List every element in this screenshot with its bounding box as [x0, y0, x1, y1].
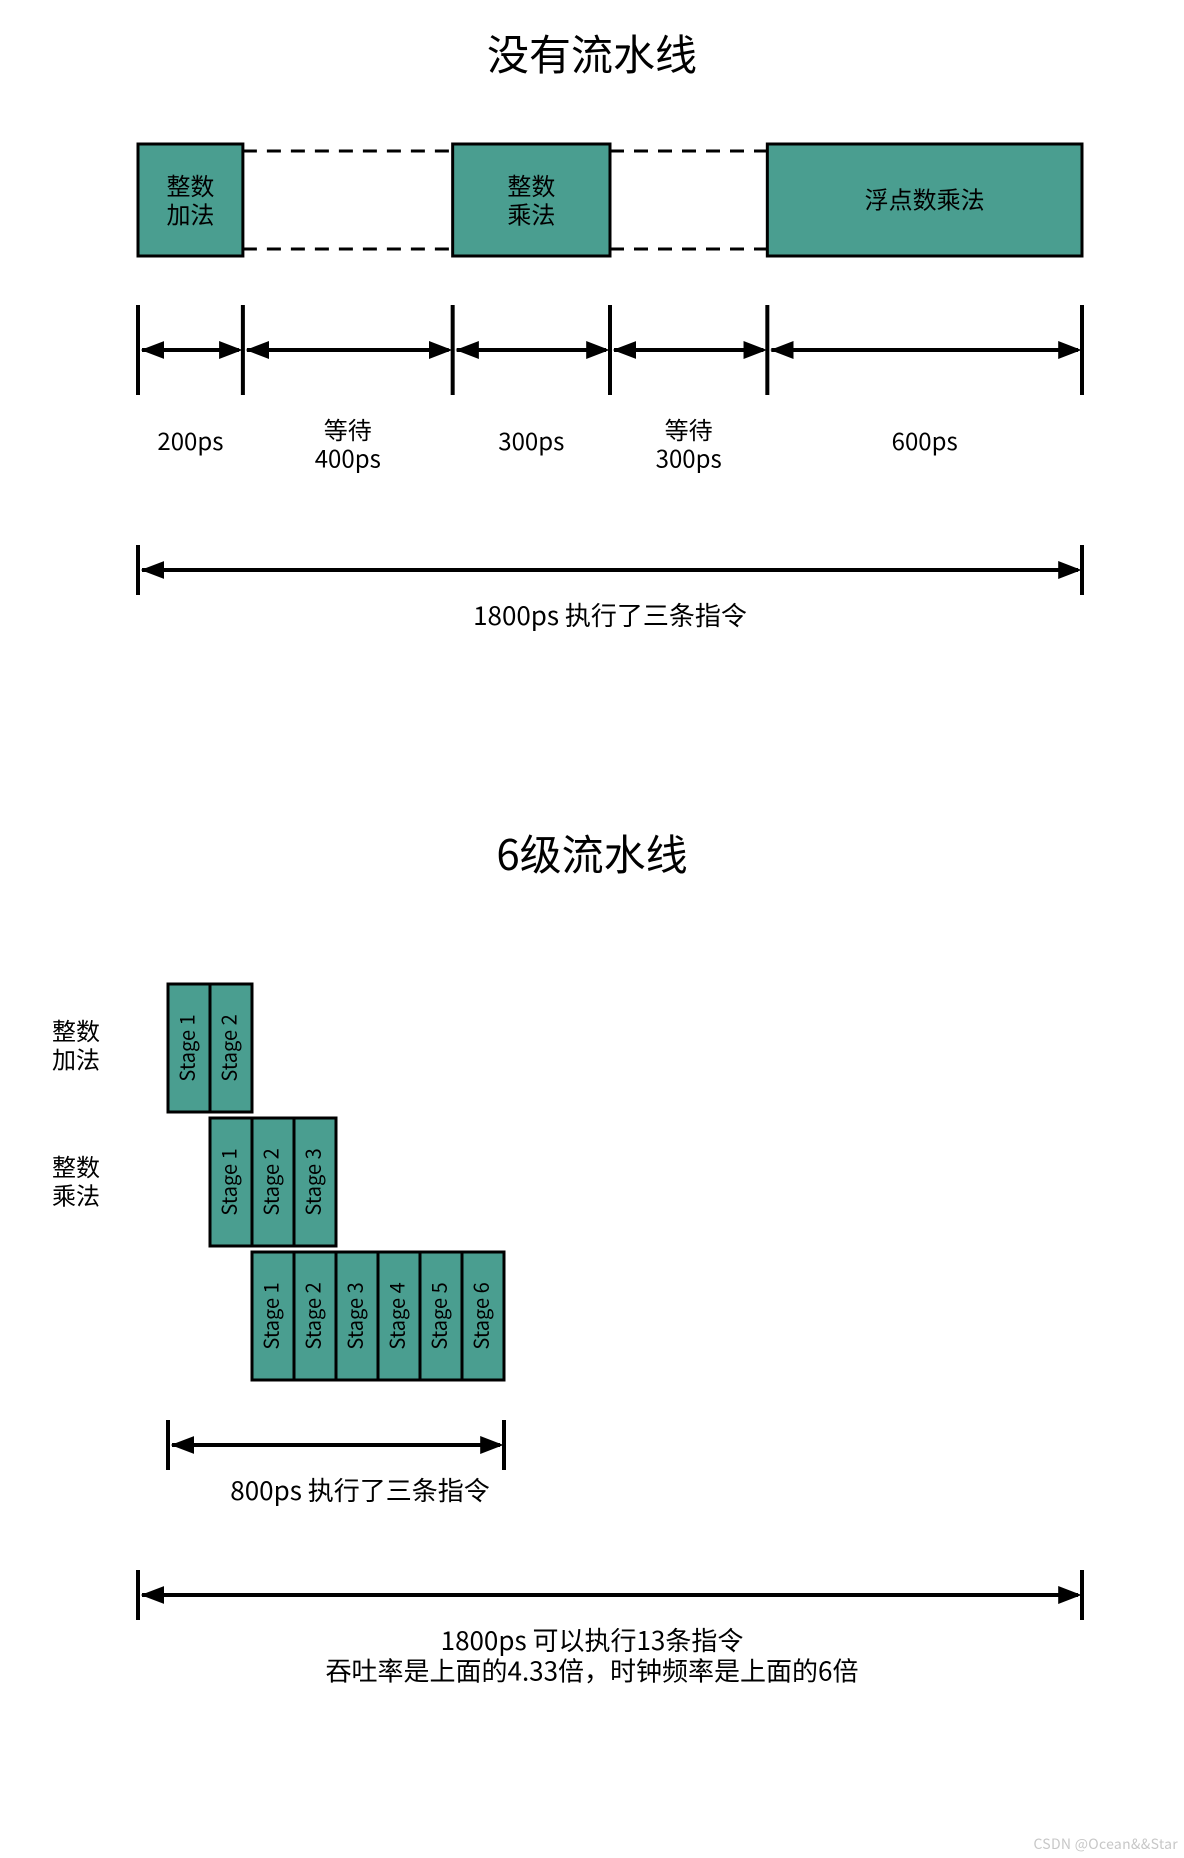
- no-pipeline-title: 没有流水线: [487, 22, 697, 83]
- pipeline-stage-label-r0-s1: Stage 2: [213, 1014, 242, 1081]
- pipeline-stage-label-r1-s2: Stage 3: [297, 1148, 326, 1215]
- pipeline-rowlabel-0: 整数加法: [52, 1012, 100, 1075]
- no-pipeline-box-label-1: 整数乘法: [507, 167, 555, 230]
- segment-label-2: 300ps: [498, 422, 564, 457]
- segment-label-1: 等待400ps: [315, 411, 381, 474]
- pipeline-stage-label-r2-s3: Stage 4: [381, 1282, 410, 1349]
- page-root: 没有流水线整数加法整数乘法浮点数乘法200ps等待400ps300ps等待300…: [0, 0, 1184, 1858]
- pipeline-stage-label-r1-s1: Stage 2: [255, 1148, 284, 1215]
- segment-label-3: 等待300ps: [656, 411, 722, 474]
- pipeline-stage-label-r2-s1: Stage 2: [297, 1282, 326, 1349]
- pipeline-800-label: 800ps 执行了三条指令: [230, 1471, 489, 1508]
- pipeline-rowlabel-1: 整数乘法: [52, 1148, 100, 1211]
- no-pipeline-total-label: 1800ps 执行了三条指令: [473, 596, 747, 633]
- no-pipeline-box-label-0: 整数加法: [166, 167, 214, 230]
- pipeline-stage-label-r2-s2: Stage 3: [339, 1282, 368, 1349]
- pipeline-stage-label-r0-s0: Stage 1: [171, 1014, 200, 1081]
- pipeline-stage-label-r2-s0: Stage 1: [255, 1282, 284, 1349]
- no-pipeline-box-label-2: 浮点数乘法: [865, 180, 985, 215]
- diagram-svg: 没有流水线整数加法整数乘法浮点数乘法200ps等待400ps300ps等待300…: [0, 0, 1184, 1858]
- pipeline-stage-label-r1-s0: Stage 1: [213, 1148, 242, 1215]
- pipeline-stage-label-r2-s4: Stage 5: [423, 1282, 452, 1349]
- pipeline-1800-label: 1800ps 可以执行13条指令吞吐率是上面的4.33倍，时钟频率是上面的6倍: [326, 1621, 859, 1689]
- segment-label-0: 200ps: [157, 422, 223, 457]
- pipeline-stage-label-r2-s5: Stage 6: [465, 1282, 494, 1349]
- segment-label-4: 600ps: [892, 422, 958, 457]
- pipeline-title: 6级流水线: [496, 822, 687, 883]
- watermark-text: CSDN @Ocean&&Star: [1033, 1834, 1178, 1854]
